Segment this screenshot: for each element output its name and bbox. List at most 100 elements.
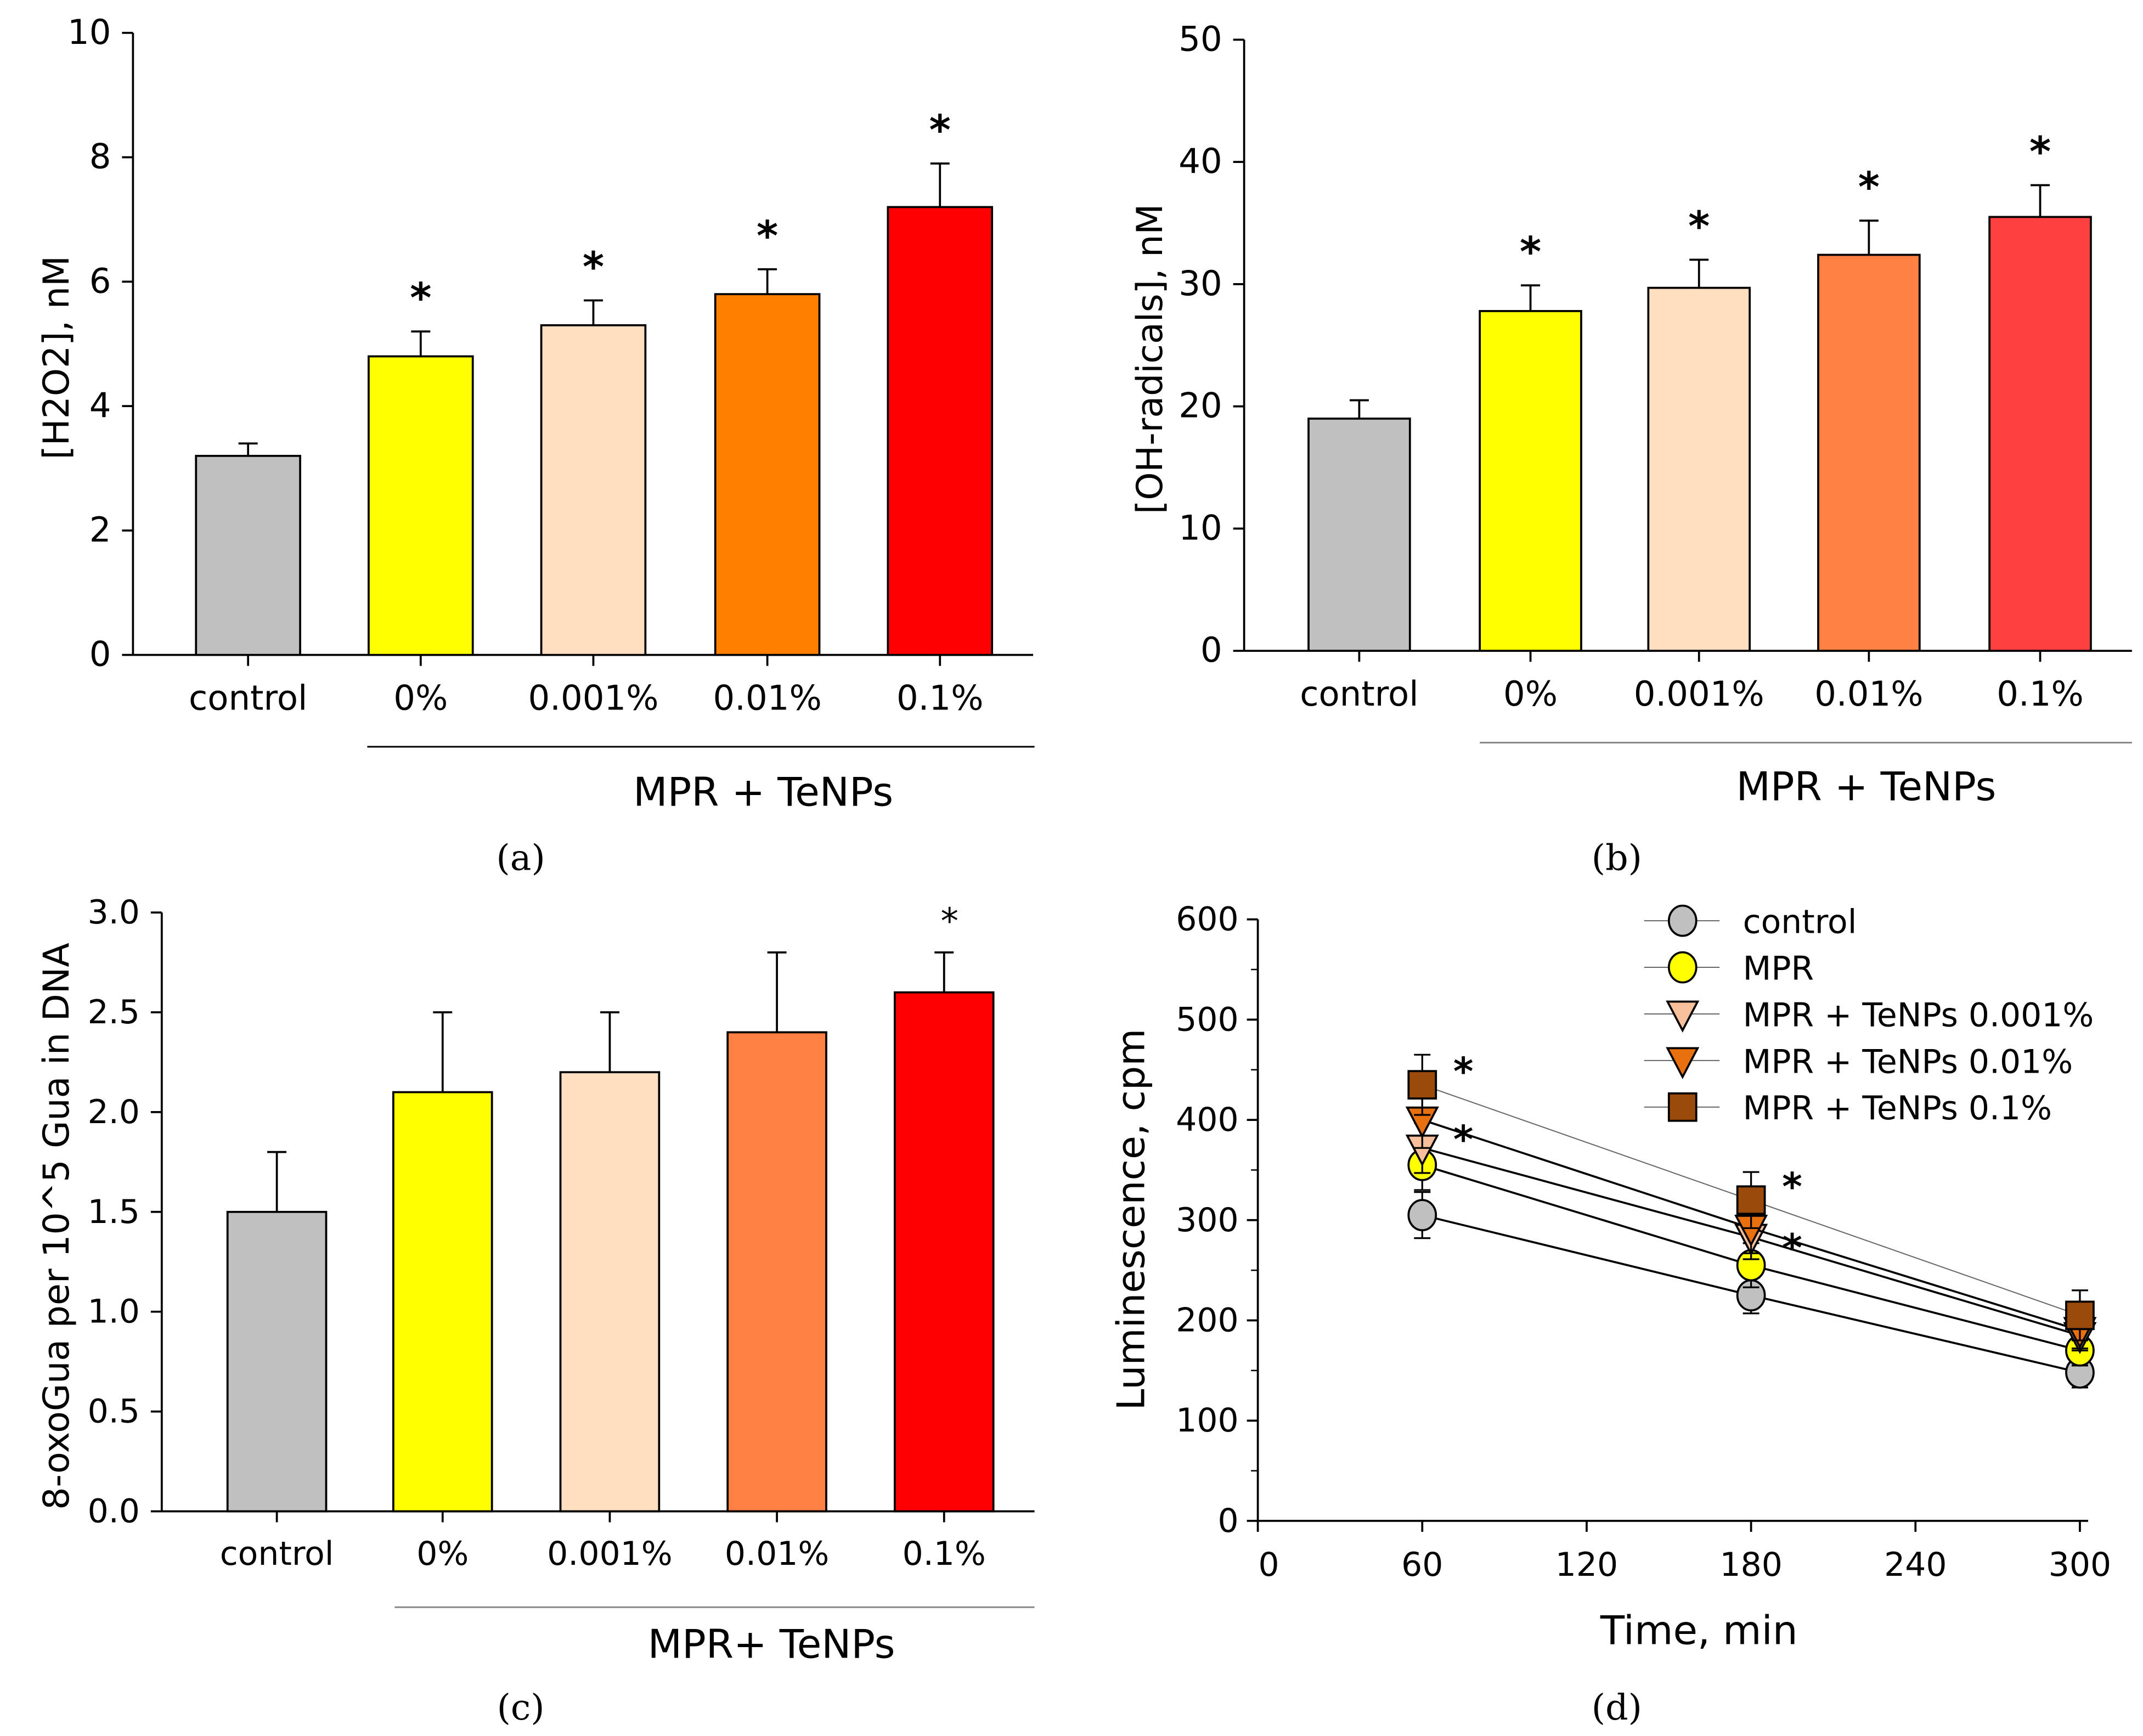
significance-star: * <box>1520 228 1541 276</box>
significance-star: * <box>757 212 778 260</box>
panel-a-chart: 0 2 4 6 8 10 control 0% * 0.001% * 0.01% * 0.1% * MPR +… <box>36 12 1035 879</box>
significance-star: * <box>410 274 431 322</box>
data-point <box>1736 1185 1766 1215</box>
data-point <box>1407 1070 1437 1100</box>
x-axis-label: Time, min <box>1600 1608 1798 1654</box>
data-point <box>1407 1199 1437 1231</box>
bar-1 <box>368 355 474 656</box>
significance-star: * <box>1782 1165 1802 1209</box>
panel-b-chart: 0 10 20 30 40 50 control 0% * 0.001% * 0.01% * 0.1% * M… <box>1130 19 2132 879</box>
legend-label: MPR + TeNPs 0.1% <box>1743 1089 2052 1128</box>
legend-marker <box>1666 1000 1700 1033</box>
y-tick-label: 40 <box>1178 141 1222 181</box>
legend-marker <box>1667 951 1698 984</box>
series-4: ** <box>1407 1050 2095 1342</box>
legend: control MPR MPR + TeNPs 0.001% MPR + TeNPs … <box>1644 903 2094 1128</box>
panel-caption: (c) <box>497 1687 545 1728</box>
x-tick-label: 0.01% <box>725 1535 829 1573</box>
y-tick-label: 1.0 <box>88 1293 140 1331</box>
y-tick-label: 500 <box>1176 1000 1238 1039</box>
panel-d-chart: 0 100 200 300 400 500 600 0 60 120 180 240 300 Time, … <box>1109 900 2111 1728</box>
panel-c-chart: 0.0 0.5 1.0 1.5 2.0 2.5 3.0 control 0% 0.001% 0.01… <box>36 893 1035 1728</box>
x-tick-label: 180 <box>1719 1546 1782 1584</box>
panel-caption: (a) <box>496 838 545 879</box>
legend-marker <box>1667 904 1698 937</box>
x-tick-label: 300 <box>2049 1546 2111 1584</box>
bar-0 <box>1307 418 1411 652</box>
x-tick-label: 0% <box>1503 674 1558 714</box>
significance-star: * <box>583 243 604 291</box>
bar-2 <box>540 324 647 656</box>
bar-1 <box>392 1091 493 1513</box>
legend-label: MPR + TeNPs 0.01% <box>1743 1042 2073 1081</box>
y-tick-label: 100 <box>1176 1401 1238 1440</box>
x-tick-label: 0.001% <box>528 678 658 718</box>
y-axis-label: 8-oxoGua per 10^5 Gua in DNA <box>36 943 77 1510</box>
y-tick-label: 8 <box>89 137 111 177</box>
panel-caption: (b) <box>1592 838 1642 879</box>
y-tick-label: 0 <box>1200 630 1222 670</box>
legend-item: MPR + TeNPs 0.1% <box>1644 1089 2052 1128</box>
significance-star: * <box>1782 1226 1802 1270</box>
y-tick-label: 2.0 <box>88 1093 140 1131</box>
legend-item: MPR + TeNPs 0.01% <box>1644 1042 2073 1081</box>
y-tick-label: 300 <box>1176 1201 1238 1239</box>
x-tick-label: 120 <box>1555 1546 1618 1584</box>
y-tick-label: 10 <box>67 12 111 52</box>
group-label: MPR + TeNPs <box>633 769 893 815</box>
y-tick-label: 600 <box>1176 900 1238 939</box>
legend-item: MPR + TeNPs 0.001% <box>1644 996 2094 1034</box>
bar-3 <box>1817 253 1921 652</box>
y-tick-label: 2 <box>89 510 111 550</box>
y-tick-label: 3.0 <box>88 893 140 932</box>
y-tick-label: 50 <box>1178 19 1222 59</box>
significance-star: * <box>1453 1118 1474 1162</box>
bar-4 <box>1988 216 2092 652</box>
bar-2 <box>1647 286 1751 652</box>
y-axis-label: Luminescence, cpm <box>1109 1029 1153 1411</box>
legend-label: control <box>1743 903 1857 942</box>
y-tick-label: 0 <box>89 634 111 674</box>
y-tick-label: 400 <box>1176 1101 1238 1139</box>
y-tick-label: 200 <box>1176 1301 1238 1339</box>
legend-label: MPR + TeNPs 0.001% <box>1743 996 2094 1034</box>
legend-marker <box>1667 1092 1698 1122</box>
group-label: MPR + TeNPs <box>1736 764 1996 810</box>
legend-marker <box>1666 1047 1700 1079</box>
y-tick-label: 0.5 <box>88 1393 140 1431</box>
panel-caption: (d) <box>1592 1687 1642 1728</box>
legend-label: MPR <box>1743 950 1814 988</box>
significance-star: * <box>2029 128 2051 176</box>
group-label: MPR+ TeNPs <box>648 1622 895 1668</box>
bar-3 <box>726 1031 827 1513</box>
y-tick-label: 6 <box>89 261 111 301</box>
bar-1 <box>1479 310 1582 652</box>
significance-star: * <box>941 901 958 942</box>
significance-star: * <box>929 106 951 154</box>
bar-0 <box>226 1210 328 1513</box>
x-tick-label: 0.1% <box>1997 674 2084 714</box>
y-axis-label: [H2O2], nM <box>36 256 77 460</box>
x-tick-label: 0.1% <box>896 678 984 718</box>
x-tick-label: control <box>1300 674 1418 714</box>
y-axis-label: [OH-radicals], nM <box>1130 204 1171 514</box>
x-tick-label: 240 <box>1884 1546 1947 1584</box>
y-tick-label: 1.5 <box>88 1193 140 1231</box>
x-tick-label: 0% <box>416 1535 469 1573</box>
x-tick-label: 0.001% <box>1634 674 1764 714</box>
significance-star: * <box>1688 202 1710 250</box>
bar-0 <box>195 455 301 656</box>
x-tick-label: 0.01% <box>1814 674 1923 714</box>
x-tick-label: 0 <box>1259 1546 1279 1584</box>
x-tick-label: control <box>189 678 307 718</box>
y-tick-label: 4 <box>89 385 111 425</box>
y-tick-label: 20 <box>1178 386 1222 426</box>
legend-item: MPR <box>1644 950 1814 988</box>
y-tick-label: 2.5 <box>88 993 140 1032</box>
legend-item: control <box>1644 903 1857 942</box>
significance-star: * <box>1858 163 1880 211</box>
y-tick-label: 0.0 <box>88 1492 140 1530</box>
data-point <box>2065 1300 2095 1331</box>
x-tick-label: 0% <box>393 678 448 718</box>
